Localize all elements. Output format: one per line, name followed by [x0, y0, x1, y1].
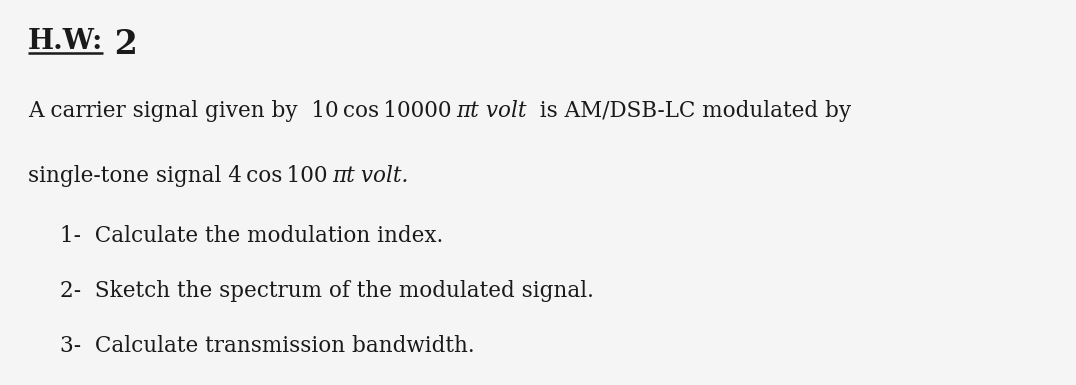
Text: 1-  Calculate the modulation index.: 1- Calculate the modulation index. [60, 225, 443, 247]
Text: volt: volt [479, 100, 526, 122]
Text: 3-  Calculate transmission bandwidth.: 3- Calculate transmission bandwidth. [60, 335, 475, 357]
Text: A carrier signal given by  10 cos 10000: A carrier signal given by 10 cos 10000 [28, 100, 456, 122]
Text: volt.: volt. [354, 165, 409, 187]
Text: is AM/DSB-LC modulated by: is AM/DSB-LC modulated by [526, 100, 851, 122]
Text: H.W:: H.W: [28, 28, 103, 55]
Text: single-tone signal 4 cos 100: single-tone signal 4 cos 100 [28, 165, 331, 187]
Text: 2: 2 [103, 28, 138, 61]
Text: 2-  Sketch the spectrum of the modulated signal.: 2- Sketch the spectrum of the modulated … [60, 280, 594, 302]
Text: πt: πt [331, 165, 354, 187]
Text: πt: πt [456, 100, 479, 122]
